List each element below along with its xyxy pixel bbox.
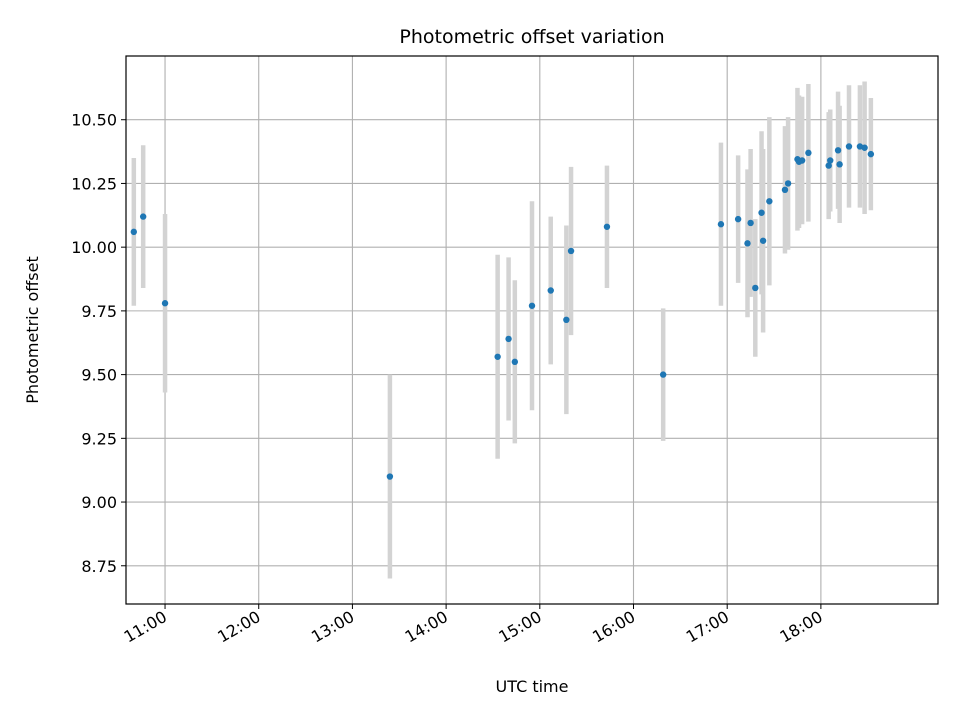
data-points: [130, 143, 875, 480]
data-point: [867, 150, 875, 158]
y-tick-label: 10.25: [71, 174, 117, 193]
data-point: [845, 143, 853, 150]
data-point: [734, 215, 742, 223]
y-tick-label: 9.00: [81, 493, 117, 512]
y-tick-label: 9.25: [81, 429, 117, 448]
y-tick-label: 10.00: [71, 238, 117, 257]
data-point: [603, 223, 611, 230]
data-point: [130, 228, 138, 236]
data-point: [494, 353, 501, 360]
data-point: [836, 161, 843, 168]
data-point: [759, 237, 767, 244]
data-point: [766, 198, 773, 205]
data-point: [827, 157, 834, 164]
data-point: [781, 186, 789, 194]
data-point: [758, 209, 765, 216]
data-point: [139, 213, 147, 220]
data-point: [161, 300, 169, 307]
y-axis-ticks: 8.75 9.00 9.25 9.50 9.75 10.00 10.25 10.50: [71, 111, 126, 576]
y-axis-label: Photometric offset: [23, 256, 42, 404]
data-point: [659, 371, 667, 378]
x-axis-label: UTC time: [496, 677, 569, 696]
data-point: [834, 147, 842, 154]
data-point: [547, 287, 554, 294]
data-point: [784, 180, 792, 187]
data-point: [563, 316, 570, 324]
y-tick-label: 9.50: [81, 366, 117, 385]
data-point: [805, 149, 812, 157]
data-point: [567, 247, 575, 255]
data-point: [386, 473, 394, 480]
data-point: [505, 335, 512, 343]
data-point: [528, 302, 536, 309]
data-point: [798, 157, 806, 164]
data-point: [747, 219, 754, 227]
data-point: [861, 144, 868, 151]
chart-title: Photometric offset variation: [399, 26, 664, 48]
y-tick-label: 9.75: [81, 302, 117, 321]
y-tick-label: 10.50: [71, 111, 117, 130]
data-point: [511, 358, 519, 366]
plot-frame: [125, 55, 939, 605]
data-point: [752, 284, 759, 292]
data-point: [717, 221, 725, 228]
y-tick-label: 8.75: [81, 557, 117, 576]
data-point: [825, 162, 832, 169]
data-point: [744, 240, 751, 247]
